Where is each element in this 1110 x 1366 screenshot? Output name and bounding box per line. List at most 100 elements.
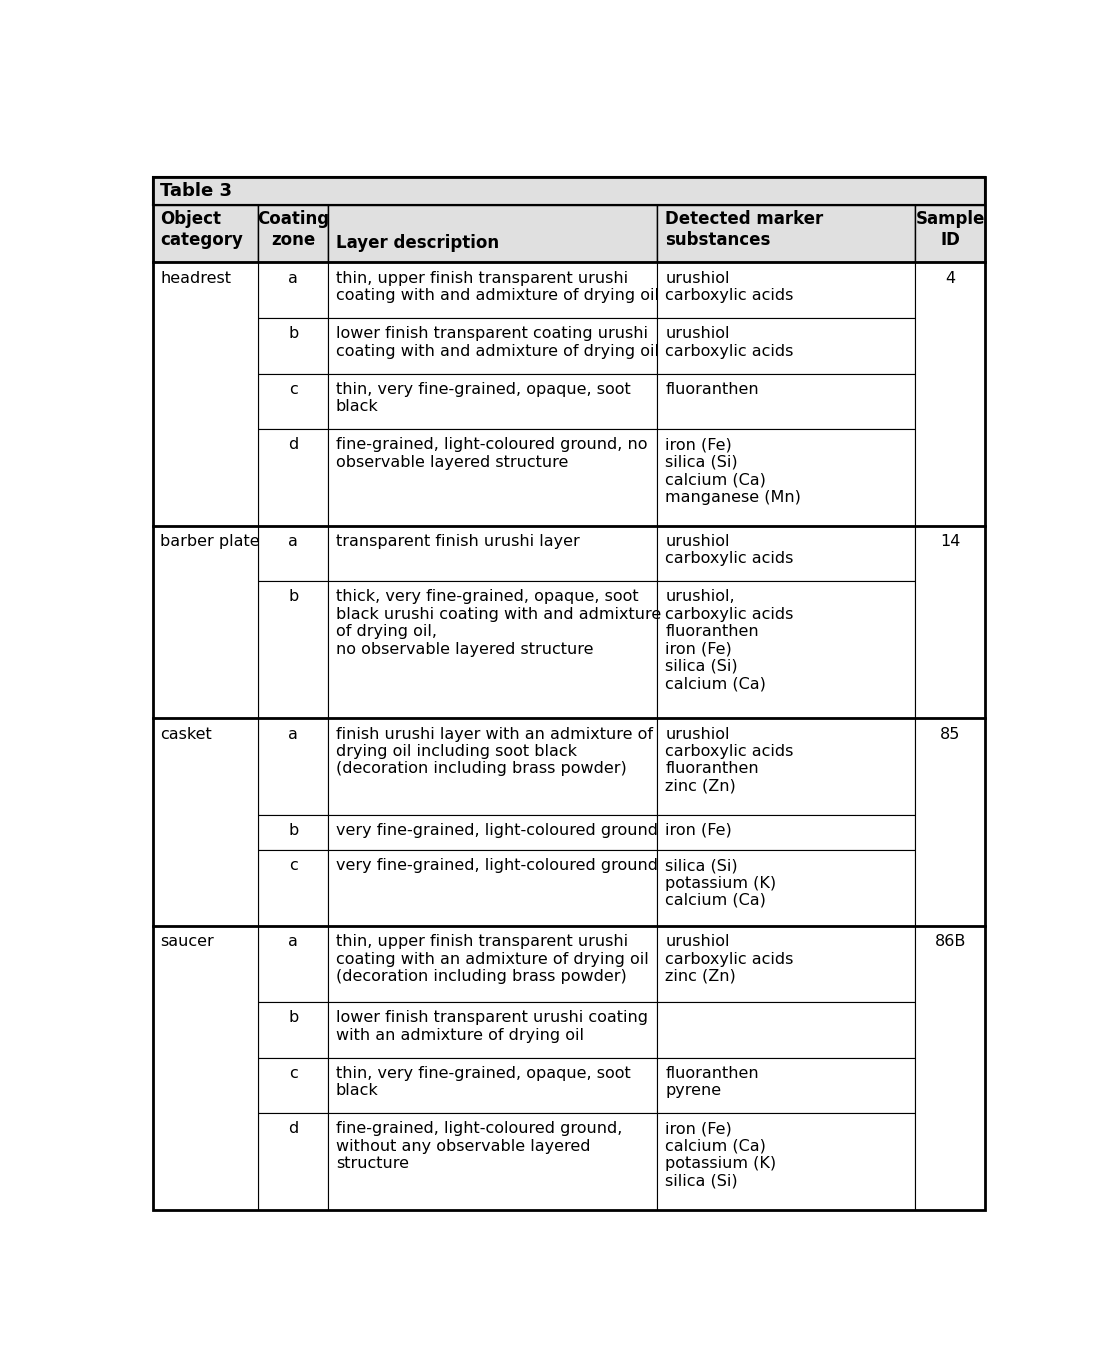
Text: urushiol,
carboxylic acids
fluoranthen
iron (Fe)
silica (Si)
calcium (Ca): urushiol, carboxylic acids fluoranthen i… [665, 589, 794, 691]
Bar [259, 719, 329, 814]
Bar [657, 318, 916, 373]
Text: 86B: 86B [935, 934, 966, 949]
Bar [657, 205, 916, 262]
Bar [259, 318, 329, 373]
Text: a: a [289, 727, 299, 742]
Bar [657, 719, 916, 814]
Text: Object: Object [161, 210, 222, 228]
Bar [657, 262, 916, 318]
Bar [657, 814, 916, 850]
Text: ID: ID [940, 231, 960, 249]
Text: a: a [289, 934, 299, 949]
Text: lower finish transparent urushi coating
with an admixture of drying oil: lower finish transparent urushi coating … [336, 1011, 648, 1042]
Bar [259, 814, 329, 850]
Text: casket: casket [161, 727, 212, 742]
Text: fluoranthen: fluoranthen [665, 381, 759, 396]
Text: Sample: Sample [916, 210, 985, 228]
Bar [259, 850, 329, 926]
Text: finish urushi layer with an admixture of
drying oil including soot black
(decora: finish urushi layer with an admixture of… [336, 727, 653, 776]
Text: c: c [289, 858, 297, 873]
Text: urushiol
carboxylic acids: urushiol carboxylic acids [665, 534, 794, 566]
Text: urushiol
carboxylic acids: urushiol carboxylic acids [665, 326, 794, 358]
Bar [259, 581, 329, 719]
Bar [153, 205, 259, 262]
Bar [916, 926, 985, 1209]
Text: zone: zone [271, 231, 315, 249]
Text: Layer description: Layer description [336, 234, 500, 251]
Text: silica (Si)
potassium (K)
calcium (Ca): silica (Si) potassium (K) calcium (Ca) [665, 858, 776, 908]
Bar [259, 1113, 329, 1209]
Bar [153, 178, 985, 205]
Bar [329, 814, 657, 850]
Text: fine-grained, light-coloured ground, no
observable layered structure: fine-grained, light-coloured ground, no … [336, 437, 647, 470]
Bar [153, 719, 259, 926]
Text: lower finish transparent coating urushi
coating with and admixture of drying oil: lower finish transparent coating urushi … [336, 326, 659, 358]
Bar [329, 850, 657, 926]
Bar [657, 373, 916, 429]
Bar [329, 373, 657, 429]
Bar [657, 926, 916, 1001]
Text: category: category [161, 231, 243, 249]
Text: very fine-grained, light-coloured ground: very fine-grained, light-coloured ground [336, 858, 658, 873]
Text: 4: 4 [945, 270, 956, 285]
Bar [329, 1001, 657, 1057]
Bar [329, 262, 657, 318]
Text: iron (Fe): iron (Fe) [665, 822, 731, 837]
Text: a: a [289, 534, 299, 549]
Text: 14: 14 [940, 534, 960, 549]
Text: barber plate: barber plate [161, 534, 260, 549]
Bar [259, 373, 329, 429]
Text: urushiol
carboxylic acids
fluoranthen
zinc (Zn): urushiol carboxylic acids fluoranthen zi… [665, 727, 794, 794]
Text: b: b [289, 1011, 299, 1026]
Bar [259, 1057, 329, 1113]
Bar [657, 1057, 916, 1113]
Text: urushiol
carboxylic acids: urushiol carboxylic acids [665, 270, 794, 303]
Text: iron (Fe)
silica (Si)
calcium (Ca)
manganese (Mn): iron (Fe) silica (Si) calcium (Ca) manga… [665, 437, 801, 504]
Text: headrest: headrest [161, 270, 232, 285]
Bar [259, 926, 329, 1001]
Bar [259, 262, 329, 318]
Bar [153, 262, 259, 526]
Bar [657, 429, 916, 526]
Text: Table 3: Table 3 [161, 183, 232, 201]
Text: b: b [289, 589, 299, 604]
Bar [657, 1001, 916, 1057]
Bar [259, 205, 329, 262]
Bar [916, 719, 985, 926]
Text: thin, upper finish transparent urushi
coating with and admixture of drying oil: thin, upper finish transparent urushi co… [336, 270, 659, 303]
Text: c: c [289, 1065, 297, 1081]
Text: a: a [289, 270, 299, 285]
Bar [329, 719, 657, 814]
Bar [329, 1057, 657, 1113]
Text: c: c [289, 381, 297, 396]
Bar [329, 318, 657, 373]
Text: Coating: Coating [258, 210, 330, 228]
Text: d: d [289, 437, 299, 452]
Bar [153, 926, 259, 1209]
Bar [657, 526, 916, 581]
Bar [657, 850, 916, 926]
Text: b: b [289, 326, 299, 342]
Text: saucer: saucer [161, 934, 214, 949]
Text: thick, very fine-grained, opaque, soot
black urushi coating with and admixture
o: thick, very fine-grained, opaque, soot b… [336, 589, 662, 657]
Text: Detected marker: Detected marker [665, 210, 824, 228]
Text: 85: 85 [940, 727, 960, 742]
Text: substances: substances [665, 231, 770, 249]
Text: thin, very fine-grained, opaque, soot
black: thin, very fine-grained, opaque, soot bl… [336, 1065, 630, 1098]
Bar [916, 205, 985, 262]
Text: thin, very fine-grained, opaque, soot
black: thin, very fine-grained, opaque, soot bl… [336, 381, 630, 414]
Bar [329, 1113, 657, 1209]
Bar [329, 526, 657, 581]
Text: iron (Fe)
calcium (Ca)
potassium (K)
silica (Si): iron (Fe) calcium (Ca) potassium (K) sil… [665, 1121, 776, 1188]
Text: thin, upper finish transparent urushi
coating with an admixture of drying oil
(d: thin, upper finish transparent urushi co… [336, 934, 648, 984]
Bar [916, 526, 985, 719]
Bar [657, 1113, 916, 1209]
Text: b: b [289, 822, 299, 837]
Text: very fine-grained, light-coloured ground: very fine-grained, light-coloured ground [336, 822, 658, 837]
Bar [916, 262, 985, 526]
Text: urushiol
carboxylic acids
zinc (Zn): urushiol carboxylic acids zinc (Zn) [665, 934, 794, 984]
Bar [657, 581, 916, 719]
Bar [259, 526, 329, 581]
Bar [153, 526, 259, 719]
Bar [329, 926, 657, 1001]
